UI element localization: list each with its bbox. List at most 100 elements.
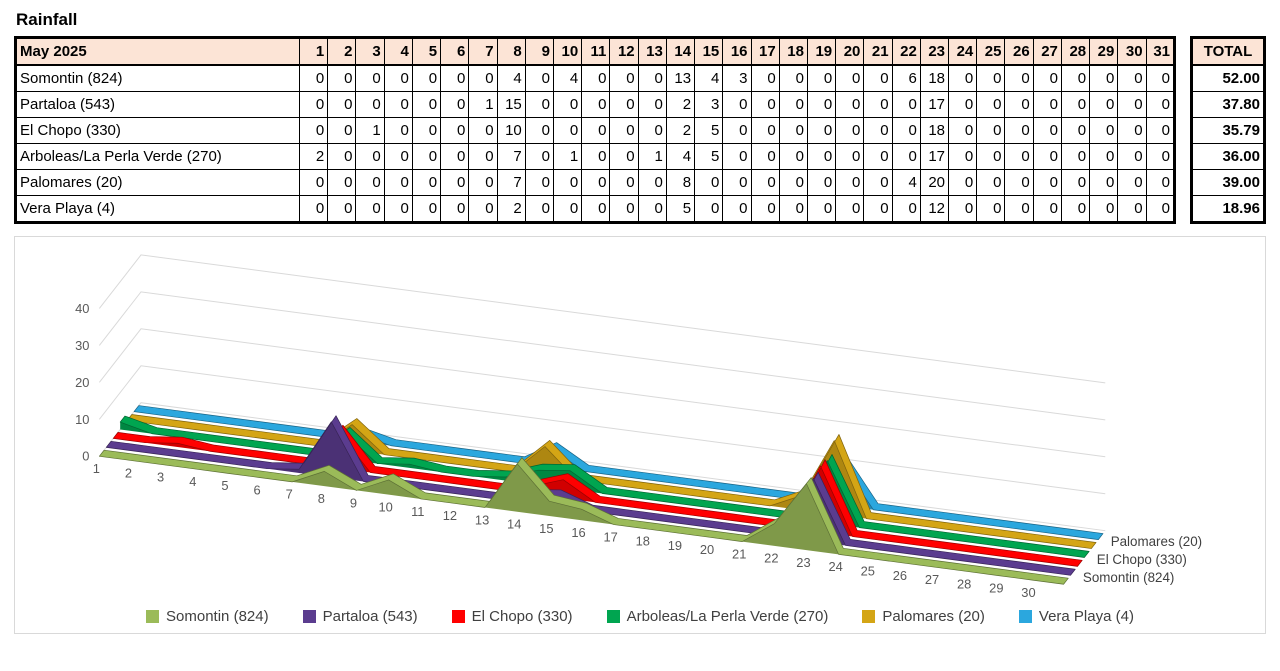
day-value-cell: 0 bbox=[637, 64, 667, 92]
day-value-cell: 0 bbox=[1117, 169, 1147, 196]
day-value-cell: 0 bbox=[440, 169, 470, 196]
day-value-cell: 1 bbox=[468, 91, 498, 118]
day-header-cell: 14 bbox=[665, 37, 696, 66]
x-tick-label: 19 bbox=[668, 538, 682, 553]
day-value-cell: 0 bbox=[1117, 91, 1147, 118]
day-value-cell: 0 bbox=[383, 169, 413, 196]
day-value-cell: 0 bbox=[1145, 195, 1176, 223]
day-value-cell: 0 bbox=[440, 91, 470, 118]
day-value-cell: 0 bbox=[891, 143, 921, 170]
day-value-cell: 1 bbox=[552, 143, 583, 170]
x-tick-label: 28 bbox=[957, 576, 971, 591]
day-value-cell: 0 bbox=[524, 195, 554, 223]
day-value-cell: 0 bbox=[976, 91, 1006, 118]
day-value-cell: 0 bbox=[835, 117, 865, 144]
day-value-cell: 0 bbox=[327, 64, 357, 92]
day-value-cell: 0 bbox=[1060, 169, 1091, 196]
day-value-cell: 0 bbox=[581, 64, 611, 92]
x-tick-label: 8 bbox=[318, 491, 325, 506]
legend-swatch-icon bbox=[451, 610, 465, 624]
total-value-cell: 39.00 bbox=[1191, 169, 1265, 196]
day-value-cell: 0 bbox=[355, 195, 385, 223]
day-value-cell: 0 bbox=[722, 169, 752, 196]
day-value-cell: 1 bbox=[637, 143, 667, 170]
day-value-cell: 0 bbox=[609, 64, 639, 92]
day-value-cell: 0 bbox=[609, 195, 639, 223]
day-value-cell: 0 bbox=[778, 169, 808, 196]
day-value-cell: 0 bbox=[835, 143, 865, 170]
day-value-cell: 0 bbox=[750, 195, 780, 223]
day-header-cell: 25 bbox=[976, 37, 1006, 66]
day-header-cell: 9 bbox=[524, 37, 554, 66]
day-value-cell: 0 bbox=[835, 64, 865, 92]
day-value-cell: 0 bbox=[1089, 91, 1119, 118]
day-value-cell: 0 bbox=[355, 64, 385, 92]
x-tick-label: 22 bbox=[764, 551, 778, 566]
day-value-cell: 0 bbox=[976, 195, 1006, 223]
day-header-cell: 24 bbox=[948, 37, 978, 66]
day-value-cell: 0 bbox=[976, 64, 1006, 92]
day-value-cell: 0 bbox=[440, 64, 470, 92]
legend-label: Arboleas/La Perla Verde (270) bbox=[626, 608, 829, 626]
total-value-cell: 36.00 bbox=[1191, 143, 1265, 170]
legend-item: Partaloa (543) bbox=[302, 608, 418, 626]
day-header-cell: 1 bbox=[298, 37, 329, 66]
x-tick-label: 21 bbox=[732, 546, 746, 561]
day-value-cell: 0 bbox=[1145, 169, 1176, 196]
month-header-cell: May 2025 bbox=[15, 37, 300, 66]
table-row: Partaloa (543) 0 0 0 0 0 0 1 15 0 0 0 0 0 2 3 0 0 0 0 0 0 0 17 0… bbox=[15, 91, 1176, 118]
day-value-cell: 0 bbox=[552, 117, 583, 144]
day-value-cell: 0 bbox=[1089, 64, 1119, 92]
x-tick-label: 11 bbox=[411, 504, 424, 519]
day-value-cell: 0 bbox=[581, 117, 611, 144]
day-value-cell: 0 bbox=[383, 64, 413, 92]
day-value-cell: 0 bbox=[440, 117, 470, 144]
day-value-cell: 0 bbox=[383, 91, 413, 118]
legend-label: El Chopo (330) bbox=[471, 608, 573, 626]
day-value-cell: 5 bbox=[694, 117, 724, 144]
day-value-cell: 0 bbox=[694, 195, 724, 223]
day-value-cell: 17 bbox=[919, 91, 950, 118]
day-value-cell: 0 bbox=[609, 91, 639, 118]
x-tick-label: 30 bbox=[1021, 585, 1035, 600]
day-value-cell: 0 bbox=[411, 117, 442, 144]
x-tick-label: 5 bbox=[221, 478, 228, 493]
legend-swatch-icon bbox=[302, 610, 316, 624]
legend-item: Palomares (20) bbox=[862, 608, 985, 625]
day-value-cell: 0 bbox=[637, 117, 667, 144]
day-value-cell: 0 bbox=[835, 91, 865, 118]
x-tick-label: 17 bbox=[603, 529, 617, 544]
day-value-cell: 0 bbox=[581, 143, 611, 170]
day-header-cell: 29 bbox=[1089, 37, 1119, 66]
day-value-cell: 0 bbox=[1032, 169, 1062, 196]
y-tick-label: 30 bbox=[75, 338, 89, 353]
row-label-cell: Palomares (20) bbox=[15, 169, 300, 196]
day-value-cell: 1 bbox=[355, 117, 385, 144]
x-tick-label: 26 bbox=[893, 568, 907, 583]
day-value-cell: 0 bbox=[835, 195, 865, 223]
legend-label: Palomares (20) bbox=[882, 608, 985, 626]
day-header-cell: 11 bbox=[581, 37, 611, 66]
x-tick-label: 20 bbox=[700, 542, 714, 557]
day-value-cell: 0 bbox=[948, 143, 978, 170]
day-value-cell: 0 bbox=[524, 64, 554, 92]
day-value-cell: 0 bbox=[806, 195, 837, 223]
report-page: Rainfall May 2025 1 2 3 4 5 6 7 8 9 10 11 12 13 14 15 16… bbox=[14, 10, 1266, 635]
totals-header-row: TOTAL bbox=[1191, 37, 1265, 66]
x-tick-label: 13 bbox=[475, 512, 489, 527]
legend-label: Partaloa (543) bbox=[322, 608, 418, 626]
day-value-cell: 0 bbox=[411, 91, 442, 118]
x-tick-label: 27 bbox=[925, 572, 939, 587]
day-value-cell: 0 bbox=[355, 169, 385, 196]
day-header-cell: 4 bbox=[383, 37, 413, 66]
day-value-cell: 0 bbox=[468, 143, 498, 170]
day-value-cell: 0 bbox=[1145, 91, 1176, 118]
day-header-cell: 15 bbox=[694, 37, 724, 66]
day-value-cell: 0 bbox=[863, 143, 893, 170]
day-value-cell: 17 bbox=[919, 143, 950, 170]
day-value-cell: 0 bbox=[750, 117, 780, 144]
day-header-cell: 31 bbox=[1145, 37, 1176, 66]
day-value-cell: 0 bbox=[750, 143, 780, 170]
day-header-cell: 2 bbox=[327, 37, 357, 66]
day-value-cell: 0 bbox=[327, 169, 357, 196]
